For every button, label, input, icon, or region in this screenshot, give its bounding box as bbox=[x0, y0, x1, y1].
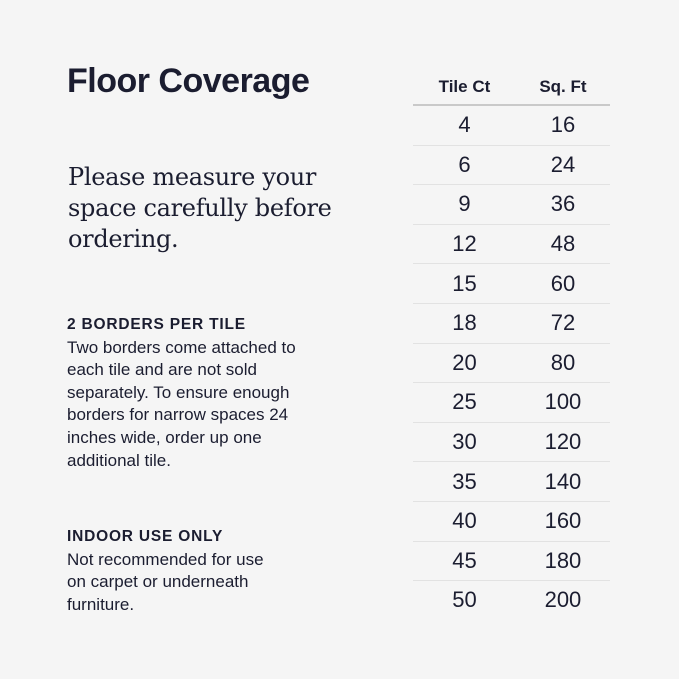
tile-count-cell: 15 bbox=[413, 263, 516, 304]
sq-ft-cell: 24 bbox=[515, 145, 610, 186]
tile-count-cell: 18 bbox=[413, 303, 516, 344]
sq-ft-cell: 16 bbox=[515, 105, 610, 146]
tagline: Please measure your space carefully befo… bbox=[68, 163, 332, 253]
tile-count-cell: 50 bbox=[452, 587, 477, 613]
header-tile-count: Tile Ct bbox=[413, 70, 516, 106]
tile-count-cell: 30 bbox=[413, 422, 516, 463]
tile-count-cell: 35 bbox=[413, 461, 516, 502]
sq-ft-cell: 200 bbox=[544, 587, 582, 613]
table-row: 9 36 bbox=[413, 184, 610, 225]
section-body: Not recommended for use on carpet or und… bbox=[67, 549, 264, 614]
table-row: 45 180 bbox=[413, 541, 610, 582]
table-row: 20 80 bbox=[413, 343, 610, 384]
sq-ft-cell: 100 bbox=[515, 382, 610, 423]
section-body: Two borders come attached to each tile a… bbox=[67, 337, 296, 470]
sq-ft-cell: 80 bbox=[515, 343, 610, 384]
tile-count-cell: 6 bbox=[413, 145, 516, 186]
tile-count-cell: 25 bbox=[413, 382, 516, 423]
tile-count-cell: 40 bbox=[413, 501, 516, 542]
page-title: Floor Coverage bbox=[67, 62, 310, 100]
sq-ft-cell: 36 bbox=[515, 184, 610, 225]
coverage-table: Tile Ct Sq. Ft 4 16 6 24 9 36 12 48 15 60 18 72 20 80… bbox=[413, 70, 610, 620]
tile-count-cell: 4 bbox=[413, 105, 516, 146]
table-row: 15 60 bbox=[413, 263, 610, 304]
table-row: 40 160 bbox=[413, 501, 610, 542]
table-row: 4 16 bbox=[413, 105, 610, 146]
table-row: 6 24 bbox=[413, 145, 610, 186]
section-heading: INDOOR USE ONLY bbox=[67, 528, 224, 545]
table-row: 30 120 bbox=[413, 422, 610, 463]
table-row: 18 72 bbox=[413, 303, 610, 344]
header-sq-ft: Sq. Ft bbox=[515, 70, 610, 106]
section-indoor: INDOOR USE ONLY Not recommended for use … bbox=[67, 526, 267, 616]
table-row: 50 200 bbox=[413, 581, 610, 620]
sq-ft-cell: 48 bbox=[515, 224, 610, 265]
sq-ft-cell: 140 bbox=[515, 461, 610, 502]
tile-count-cell: 9 bbox=[413, 184, 516, 225]
table-row: 35 140 bbox=[413, 461, 610, 502]
tile-count-cell: 20 bbox=[413, 343, 516, 384]
tile-count-cell: 45 bbox=[413, 541, 516, 582]
sq-ft-cell: 72 bbox=[515, 303, 610, 344]
tile-count-cell: 12 bbox=[413, 224, 516, 265]
sq-ft-cell: 160 bbox=[515, 501, 610, 542]
sq-ft-cell: 60 bbox=[515, 263, 610, 304]
table-row: 12 48 bbox=[413, 224, 610, 265]
table-row: 25 100 bbox=[413, 382, 610, 423]
section-heading: 2 BORDERS PER TILE bbox=[67, 316, 246, 333]
section-borders: 2 BORDERS PER TILE Two borders come atta… bbox=[67, 314, 337, 472]
sq-ft-cell: 120 bbox=[515, 422, 610, 463]
sq-ft-cell: 180 bbox=[515, 541, 610, 582]
